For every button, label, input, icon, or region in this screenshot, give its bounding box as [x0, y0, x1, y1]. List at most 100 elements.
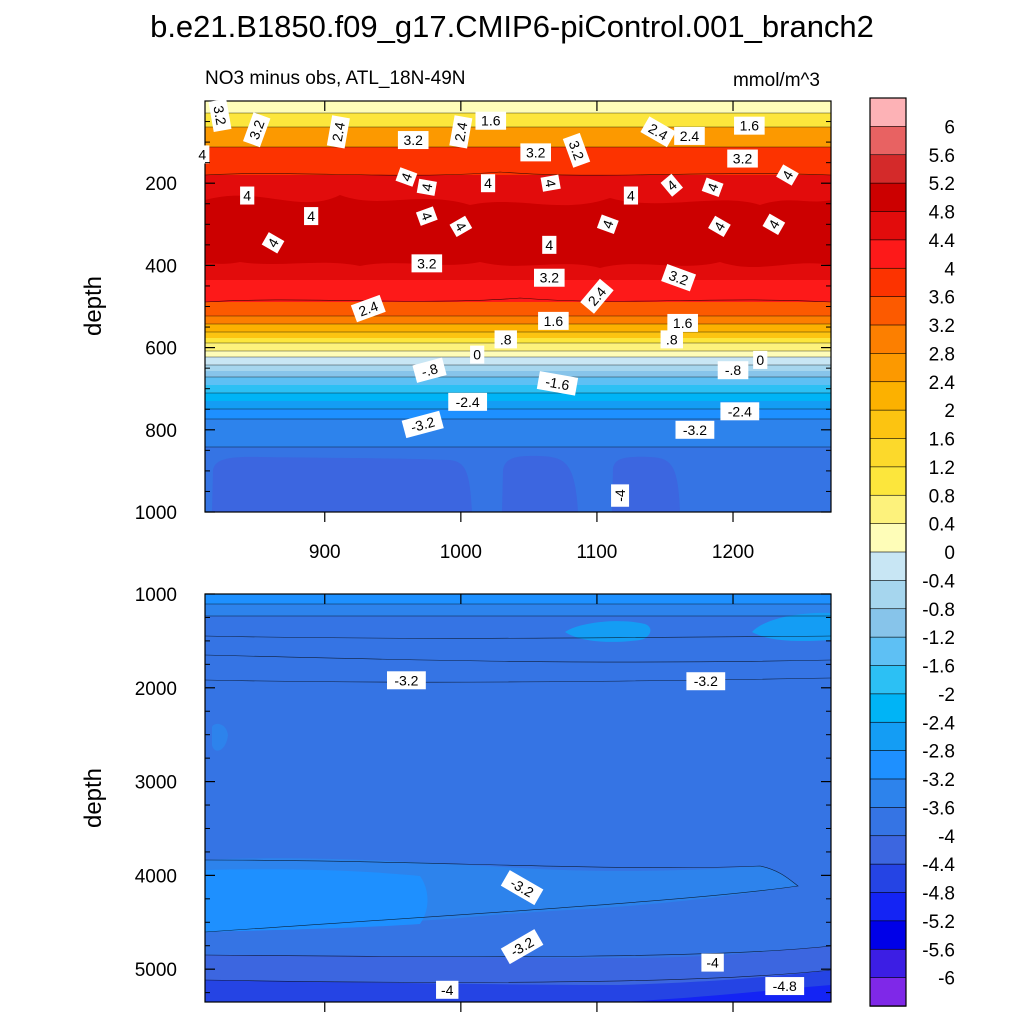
top-contour-label-23: 4	[623, 186, 639, 205]
bottom-floor-2	[205, 970, 831, 1002]
band-yellow-lower	[205, 338, 831, 343]
bottom-ylabel: depth	[80, 768, 107, 828]
band-blue-3	[205, 393, 831, 401]
bottom-lens-1	[565, 621, 651, 642]
contour-label-box	[350, 294, 386, 323]
colorbar-label-13: 0.8	[929, 486, 955, 507]
contour-label-box	[387, 671, 426, 690]
top-contour-label-41: -.8	[412, 357, 447, 383]
colorbar-frame	[869, 97, 907, 1007]
top-contour-label-45: -2.4	[720, 402, 760, 421]
colorbar-label-30: -6	[938, 969, 955, 990]
colorbar-swatch-10	[869, 381, 907, 411]
deep-minimum-region-2	[502, 455, 578, 512]
contour-label-box	[401, 410, 444, 439]
colorbar-swatch-14	[869, 494, 907, 525]
band-bottom-top	[205, 594, 831, 604]
top-contour-label-21: 4	[540, 174, 561, 192]
colorbar-label-3: 4.8	[929, 203, 955, 224]
colorbar-swatch-7	[869, 296, 907, 326]
contour-label-text: -2.4	[456, 394, 480, 410]
top-contour-label-15: 4	[304, 207, 319, 226]
contour-label-text: -3.2	[683, 422, 707, 438]
colorbar-label-21: -2.4	[922, 713, 955, 734]
contour-label-box	[580, 278, 614, 314]
colorbar: 6 5.6 5.2 4.8 4.4 4 3.6 3.2 2.8 2.4 2 1.6 1.2 0.8 0.4 0…	[869, 97, 956, 1007]
colorbar-swatch-30	[869, 948, 907, 979]
band-surface	[205, 101, 831, 113]
contour-label-text: 2.4	[329, 121, 348, 143]
top-contour-label-9: 2.4	[640, 116, 676, 148]
contour-label-text: 4	[418, 182, 435, 193]
band-orange-light	[205, 324, 831, 332]
bottom-panel-frame	[204, 593, 832, 1003]
colorbar-label-17: -0.8	[922, 600, 955, 621]
top-contour-label-12: 3.2	[727, 149, 758, 168]
band-light-blue	[205, 365, 831, 371]
top-contour-label-26: 4	[776, 164, 799, 186]
top-contour-label-10: 2.4	[674, 126, 705, 145]
colorbar-label-4: 4.4	[929, 231, 956, 252]
contour-label-box	[720, 402, 760, 421]
contour-label-box	[660, 330, 683, 349]
contour-label-text: .8	[666, 331, 678, 347]
colorbar-label-18: -1.2	[922, 628, 955, 649]
top-contour-label-7: 3.2	[520, 143, 551, 162]
band-sky-blue	[205, 371, 831, 377]
contour-label-box	[640, 116, 676, 148]
bottom-plume-core	[205, 869, 428, 932]
contour-label-box	[494, 330, 517, 349]
contour-label-box	[708, 215, 731, 238]
top-ytick-label-3: 800	[145, 421, 177, 442]
colorbar-label-25: -4	[938, 827, 955, 848]
subtitle-left: NO3 minus obs, ATL_18N-49N	[205, 68, 466, 89]
colorbar-swatch-13	[869, 466, 907, 496]
top-contour-label-25: 4	[701, 177, 724, 198]
band-bottom-upper	[205, 604, 831, 616]
contour-label-box	[416, 178, 437, 196]
colorbar-label-23: -3.2	[922, 770, 955, 791]
contour-label-box	[753, 350, 768, 369]
colorbar-label-2: 5.2	[929, 174, 955, 195]
top-contour-label-35: 1.6	[538, 311, 569, 330]
colorbar-label-20: -2	[938, 685, 955, 706]
band-blue-6	[205, 419, 831, 447]
colorbar-swatch-0	[869, 97, 907, 128]
contour-label-text: -3.2	[694, 673, 718, 689]
contour-label-text: -3.2	[394, 672, 418, 688]
top-ytick-label-4: 1000	[135, 503, 177, 524]
contour-label-text: -.8	[420, 360, 440, 380]
contour-label-box	[667, 313, 698, 332]
contour-label-box	[674, 126, 705, 145]
colorbar-swatch-22	[869, 721, 907, 752]
contour-label-box	[243, 112, 271, 148]
top-ytick-label-2: 600	[145, 339, 177, 360]
top-contour-label-4: 3.2	[397, 131, 429, 150]
contour-label-text: -1.6	[544, 373, 571, 393]
contour-label-text: 4	[627, 188, 635, 204]
bottom-ytick-label-4: 5000	[135, 960, 177, 981]
top-contour-label-5: 2.4	[449, 115, 473, 149]
contour-label-text: 2.4	[356, 298, 380, 320]
contour-label-text: 4	[484, 175, 492, 191]
contour-label-box	[208, 98, 232, 133]
colorbar-swatch-2	[869, 154, 907, 184]
contour-label-box	[611, 484, 630, 507]
colorbar-swatch-11	[869, 409, 907, 440]
top-contour-label-8: 3.2	[562, 132, 591, 168]
top-contour-label-6: 1.6	[475, 111, 507, 130]
contour-label-text: -4	[706, 955, 719, 971]
bottom-ytick-label-3: 4000	[135, 866, 177, 887]
contour-label-text: 3.2	[210, 104, 229, 126]
contour-label-text: 3.2	[566, 138, 588, 162]
contour-label-box	[717, 361, 749, 380]
colorbar-label-16: -0.4	[922, 571, 955, 592]
top-contour-label-29: 4	[542, 235, 557, 254]
contour-label-box	[448, 392, 488, 411]
top-contour-label-17: 4	[416, 178, 437, 196]
top-ytick-label-0: 200	[145, 174, 177, 195]
contour-label-text: 3.2	[540, 270, 560, 286]
top-contour-label-13: 4	[395, 167, 418, 187]
top-contour-label-36: 1.6	[667, 313, 698, 332]
band-blue-4	[205, 401, 831, 409]
